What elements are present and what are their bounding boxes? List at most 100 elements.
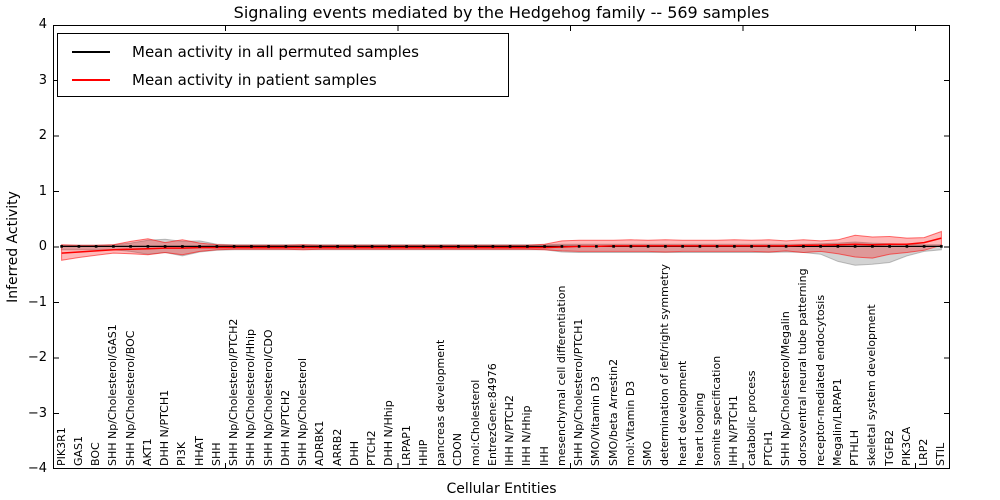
- x-tick-label: SHH Np/Cholesterol/PTCH1: [572, 318, 586, 466]
- permuted-line-sample-icon: [72, 51, 110, 53]
- x-tick-label: heart looping: [692, 392, 706, 466]
- patient-line-sample-icon: [72, 79, 110, 81]
- x-tick-label: SMO/Vitamin D3: [589, 376, 603, 466]
- data-point-marker: [853, 245, 857, 248]
- data-point-marker: [733, 245, 736, 248]
- x-tick-label: PIK3CA: [899, 426, 913, 466]
- x-tick-label: BOC: [89, 442, 103, 466]
- data-point-marker: [112, 245, 115, 248]
- x-tick-label: SHH Np/Cholesterol/CDO: [261, 329, 275, 466]
- x-tick-label: IHH N/Hhip: [520, 405, 534, 467]
- x-tick-label: STIL: [934, 442, 948, 466]
- x-tick-label: SHH Np/Cholesterol/BOC: [123, 330, 137, 466]
- y-tick-label: −2: [27, 350, 47, 365]
- x-tick-label: HHAT: [192, 436, 206, 466]
- x-tick-label: determination of left/right symmetry: [658, 264, 672, 466]
- data-point-marker: [802, 245, 805, 248]
- data-point-marker: [163, 245, 167, 248]
- data-point-marker: [232, 245, 236, 248]
- y-tick-label: 3: [38, 72, 47, 88]
- x-tick-label: heart development: [675, 360, 689, 466]
- data-point-marker: [577, 245, 581, 248]
- x-tick-label: SHH Np/Cholesterol/Hhip: [244, 328, 258, 466]
- data-point-marker: [284, 245, 288, 248]
- data-point-marker: [629, 245, 633, 248]
- legend-label-patient: Mean activity in patient samples: [132, 71, 377, 89]
- data-point-marker: [370, 245, 374, 248]
- x-tick-label: HHIP: [416, 439, 430, 466]
- data-point-marker: [526, 245, 529, 248]
- y-tick-label: −4: [27, 461, 47, 476]
- data-point-marker: [215, 245, 219, 248]
- x-axis-label: Cellular Entities: [446, 481, 557, 497]
- data-point-marker: [905, 245, 909, 248]
- x-tick-label: receptor-mediated endocytosis: [813, 294, 827, 466]
- data-point-marker: [301, 245, 305, 248]
- data-point-marker: [646, 245, 650, 248]
- y-tick-label: −3: [27, 405, 47, 421]
- data-point-marker: [681, 245, 684, 248]
- y-tick-label: 0: [38, 239, 47, 254]
- data-point-marker: [543, 245, 546, 248]
- x-tick-label: IHH N/PTCH2: [503, 395, 517, 466]
- data-point-marker: [922, 245, 926, 248]
- data-point-marker: [181, 245, 184, 248]
- x-tick-label: skeletal system development: [865, 304, 879, 466]
- data-point-marker: [198, 245, 201, 248]
- x-tick-label: SHH Np/Cholesterol: [296, 357, 310, 466]
- chart-canvas: [53, 25, 950, 469]
- x-tick-label: TGFB2: [882, 429, 896, 466]
- x-tick-label: IHH N/PTCH1: [727, 395, 741, 466]
- x-tick-label: IHH: [537, 446, 551, 466]
- data-point-marker: [871, 245, 874, 248]
- data-point-marker: [698, 245, 702, 248]
- x-tick-label: GAS1: [71, 435, 85, 466]
- y-tick-label: 1: [38, 183, 47, 199]
- data-point-marker: [888, 245, 891, 248]
- x-tick-label: PI3K: [175, 441, 189, 466]
- data-point-marker: [336, 245, 339, 248]
- data-point-marker: [422, 245, 426, 248]
- y-tick-label: 4: [38, 17, 47, 32]
- chart-title: Signaling events mediated by the Hedgeho…: [233, 3, 770, 22]
- data-point-marker: [146, 245, 150, 248]
- data-point-marker: [836, 245, 840, 248]
- data-point-marker: [940, 245, 943, 248]
- x-tick-label: SHH Np/Cholesterol/Megalin: [779, 311, 793, 466]
- data-point-marker: [784, 245, 788, 248]
- data-point-marker: [750, 245, 753, 248]
- data-point-marker: [474, 245, 477, 248]
- data-point-marker: [94, 245, 98, 248]
- data-point-marker: [819, 245, 822, 248]
- x-tick-label: DHH N/Hhip: [382, 400, 396, 466]
- x-tick-label: LRP2: [917, 438, 931, 466]
- legend-label-permuted: Mean activity in all permuted samples: [132, 43, 419, 61]
- data-point-marker: [508, 245, 512, 248]
- data-point-marker: [77, 245, 81, 248]
- x-tick-label: dorsoventral neural tube patterning: [796, 268, 810, 466]
- data-point-marker: [612, 245, 615, 248]
- x-tick-label: PTCH2: [365, 430, 379, 466]
- x-tick-label: DHH N/PTCH1: [158, 389, 172, 466]
- data-point-marker: [595, 245, 598, 248]
- data-point-marker: [353, 245, 357, 248]
- legend: Mean activity in all permuted samples Me…: [57, 33, 509, 97]
- data-point-marker: [60, 245, 63, 248]
- x-tick-label: SHH Np/Cholesterol/GAS1: [106, 324, 120, 466]
- x-tick-label: CDON: [451, 432, 465, 466]
- data-point-marker: [129, 245, 132, 248]
- x-tick-label: PTCH1: [761, 430, 775, 466]
- plot-area: PIK3R1 GAS1 BOC SHH Np/Cholesterol/GAS1 SHH …: [53, 25, 950, 469]
- x-tick-label: DHH: [347, 440, 361, 466]
- x-tick-label: LRPAP1: [399, 425, 413, 466]
- x-tick-label: EntrezGene:84976: [485, 363, 499, 466]
- data-point-marker: [457, 245, 460, 248]
- x-tick-label: catabolic process: [744, 370, 758, 466]
- y-tick-label: 2: [38, 128, 47, 143]
- data-point-marker: [560, 245, 564, 248]
- data-point-marker: [715, 245, 719, 248]
- data-point-marker: [250, 245, 253, 248]
- x-tick-label: mol:Cholesterol: [468, 379, 482, 466]
- data-point-marker: [405, 245, 408, 248]
